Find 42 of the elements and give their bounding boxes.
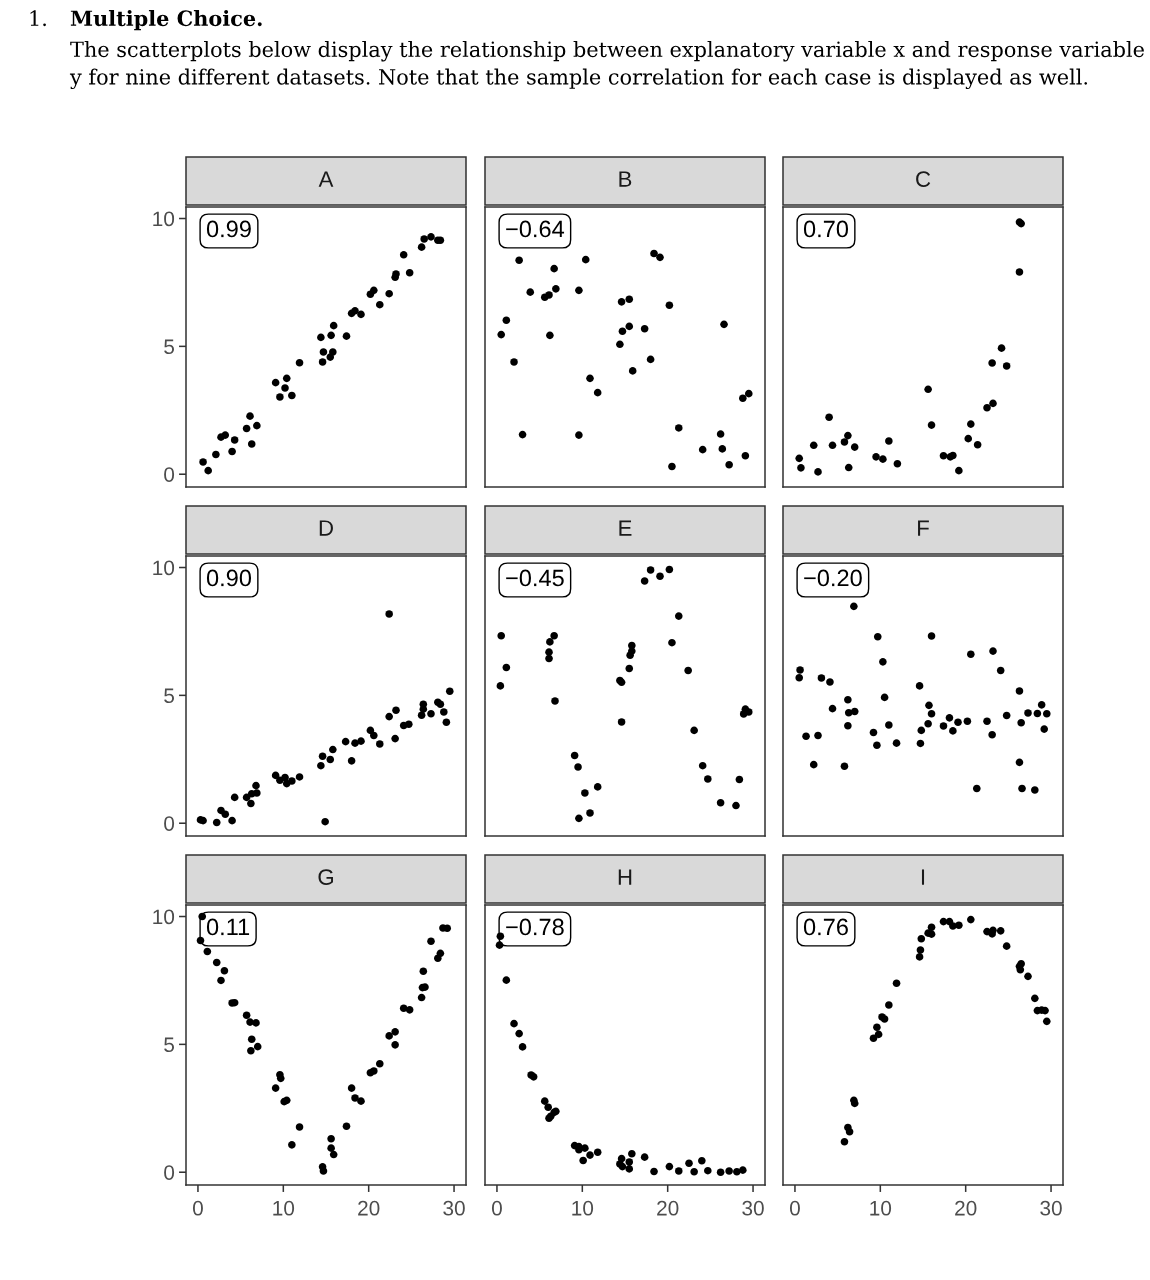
y-tick-label: 5 <box>164 339 175 355</box>
y-tick-label: 10 <box>153 211 175 227</box>
x-tick-label: 20 <box>955 1200 977 1216</box>
x-tick-label: 20 <box>358 1200 380 1216</box>
chart-title: C <box>916 171 931 187</box>
x-tick-label: 30 <box>443 1200 465 1216</box>
chart-title: G <box>318 869 333 885</box>
x-tick-label: 20 <box>657 1200 679 1216</box>
text: The scatterplots below display the relationship between explanatory variable x and response variable y for nine different datasets. Note that the sample correlation for each case is displayed as well. <box>69 41 1144 90</box>
chart-title: A <box>318 171 334 187</box>
chart-title: D <box>319 520 333 536</box>
annotation: −0.78 <box>506 918 564 936</box>
y-tick-label: 5 <box>164 1037 175 1053</box>
y-tick-label: 0 <box>164 816 175 831</box>
annotation: 0.99 <box>206 220 251 238</box>
x-tick-label: 30 <box>742 1200 764 1216</box>
y-tick-label: 10 <box>153 909 175 925</box>
x-tick-label: 0 <box>789 1200 800 1216</box>
annotation: 0.11 <box>206 918 250 936</box>
x-tick-label: 0 <box>192 1200 203 1216</box>
x-tick-label: 10 <box>572 1200 594 1216</box>
annotation: 0.70 <box>803 220 849 238</box>
annotation: −0.20 <box>804 569 862 587</box>
text: Multiple Choice. <box>70 10 262 31</box>
y-tick-label: 0 <box>164 467 175 482</box>
chart-title: F <box>918 520 929 536</box>
annotation: 0.90 <box>206 569 252 587</box>
chart-title: E <box>619 520 632 536</box>
text: 1. <box>30 10 46 27</box>
annotation: −0.64 <box>506 220 565 238</box>
x-tick-label: 10 <box>273 1200 295 1216</box>
y-tick-label: 10 <box>153 560 175 576</box>
chart-title: B <box>619 171 632 187</box>
chart-title: H <box>618 869 632 885</box>
x-tick-label: 0 <box>491 1200 502 1216</box>
x-tick-label: 30 <box>1040 1200 1062 1216</box>
chart-title: I <box>921 869 925 885</box>
annotation: −0.45 <box>506 569 564 587</box>
y-tick-label: 0 <box>164 1165 175 1180</box>
annotation: 0.76 <box>803 918 848 936</box>
y-tick-label: 5 <box>164 688 175 704</box>
x-tick-label: 10 <box>870 1200 892 1216</box>
